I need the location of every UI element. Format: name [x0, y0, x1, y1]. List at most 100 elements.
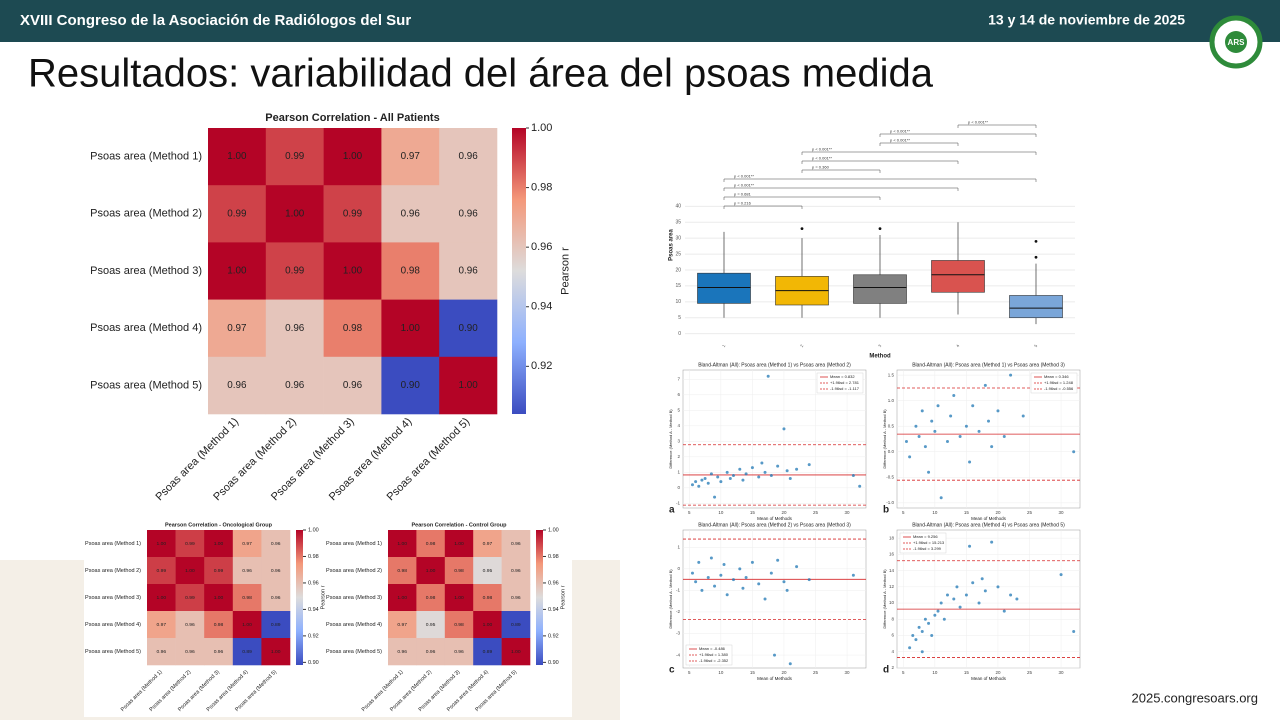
cell-label: 0.96 [458, 151, 478, 162]
colorbar-tick-label: 0.94 [531, 301, 552, 313]
cell-label: 0.90 [401, 380, 421, 391]
heatmap-cell [416, 611, 446, 639]
point [952, 597, 956, 601]
heatmap-cell [261, 557, 291, 585]
point [955, 585, 959, 589]
cell-label: 1.00 [227, 266, 247, 277]
cell-label: 0.99 [285, 151, 305, 162]
point [996, 585, 1000, 589]
y-tick-label: -1 [676, 588, 680, 593]
cell-label: 0.98 [214, 622, 224, 628]
point [936, 609, 940, 613]
point [1015, 597, 1019, 601]
x-axis-label: Mean of Methods [757, 516, 793, 521]
row-label: Psoas area (Method 3) [90, 265, 202, 277]
heatmap-cell [501, 584, 531, 612]
heatmap-cell [416, 638, 446, 666]
outlier [800, 227, 804, 231]
point [744, 472, 748, 476]
y-tick-label: 6 [891, 633, 894, 638]
heatmap-cell [175, 584, 205, 612]
point [917, 434, 921, 438]
point [719, 573, 723, 577]
header-bar [0, 0, 1280, 42]
y-tick-label: -3 [676, 631, 680, 636]
point [990, 540, 994, 544]
heatmap-cell [439, 356, 498, 415]
outlier [1034, 255, 1038, 259]
chart-title: Bland-Altman (All): Psoas area (Method 2… [698, 522, 851, 528]
cell-label: 0.96 [185, 622, 195, 628]
point [908, 646, 912, 650]
heatmap-cell [501, 530, 531, 558]
x-tick-label: 1 [721, 343, 727, 348]
point [923, 445, 927, 449]
legend-box [899, 532, 947, 554]
cell-label: 1.00 [185, 568, 195, 574]
point [1009, 593, 1013, 597]
point [952, 394, 956, 398]
point [738, 567, 742, 571]
cell-label: 0.98 [426, 595, 436, 601]
cell-label: 1.00 [343, 151, 363, 162]
point [722, 563, 726, 566]
p-value: p < 0.001** [812, 156, 832, 161]
point [769, 473, 773, 477]
y-tick-label: -4 [676, 652, 680, 657]
heatmap-cell [439, 128, 498, 186]
y-tick-label: -1 [676, 501, 680, 506]
colorbar [512, 128, 526, 414]
point [731, 473, 735, 477]
point [1002, 434, 1006, 438]
cell-label: 0.99 [285, 266, 305, 277]
x-axis-label: Mean of Methods [971, 676, 1007, 681]
y-tick-label: 0.5 [888, 423, 895, 428]
y-tick-label: 1 [677, 544, 680, 549]
point [964, 424, 968, 428]
row-label: Psoas area (Method 4) [90, 322, 202, 334]
heatmap-cell [473, 611, 502, 639]
p-value: p < 0.001** [734, 183, 754, 188]
cell-label: 1.00 [426, 568, 436, 574]
point [1002, 609, 1006, 613]
heatmap-cell [416, 557, 446, 585]
legend-label: -1.96sd = 3.299 [913, 546, 942, 551]
cell-label: 0.97 [483, 541, 493, 547]
cell-label: 0.98 [454, 568, 464, 574]
heatmap-cell [388, 584, 417, 612]
cell-label: 0.96 [214, 649, 224, 655]
point [757, 582, 761, 586]
heatmap-cell [388, 611, 417, 639]
point [911, 634, 915, 638]
cell-label: 0.96 [343, 380, 363, 391]
legend-label: -1.96sd = -0.556 [1044, 386, 1074, 391]
x-tick-label: 10 [932, 670, 938, 675]
cell-label: 1.00 [214, 595, 224, 601]
bracket [801, 160, 959, 164]
y-tick-label: 10 [889, 600, 895, 605]
point [971, 404, 975, 408]
heatmap-cell [265, 242, 324, 300]
heatmap-cell [208, 299, 267, 358]
point [851, 473, 855, 477]
panel-letter: b [883, 505, 889, 516]
colorbar-tick-label: 0.96 [531, 241, 552, 253]
heatmap-cell [381, 128, 440, 186]
heatmap-cell [323, 356, 382, 415]
cell-label: 0.96 [285, 380, 305, 391]
heatmap-cell [232, 530, 262, 558]
point [713, 495, 717, 499]
heatmap-cell [501, 638, 531, 666]
cell-label: 0.97 [156, 622, 166, 628]
colorbar-label: Pearson r [320, 585, 326, 609]
y-tick-label: 35 [675, 220, 681, 226]
point [788, 662, 792, 666]
y-axis-label: Difference (Method A - Method B) [882, 569, 887, 629]
cell-label: 1.00 [454, 541, 464, 547]
box [1009, 295, 1063, 319]
point [1021, 414, 1025, 418]
heatmap-cell [147, 611, 176, 639]
point [923, 617, 927, 621]
p-value: p = 0.360 [812, 165, 830, 170]
heatmap-cell [473, 638, 502, 666]
